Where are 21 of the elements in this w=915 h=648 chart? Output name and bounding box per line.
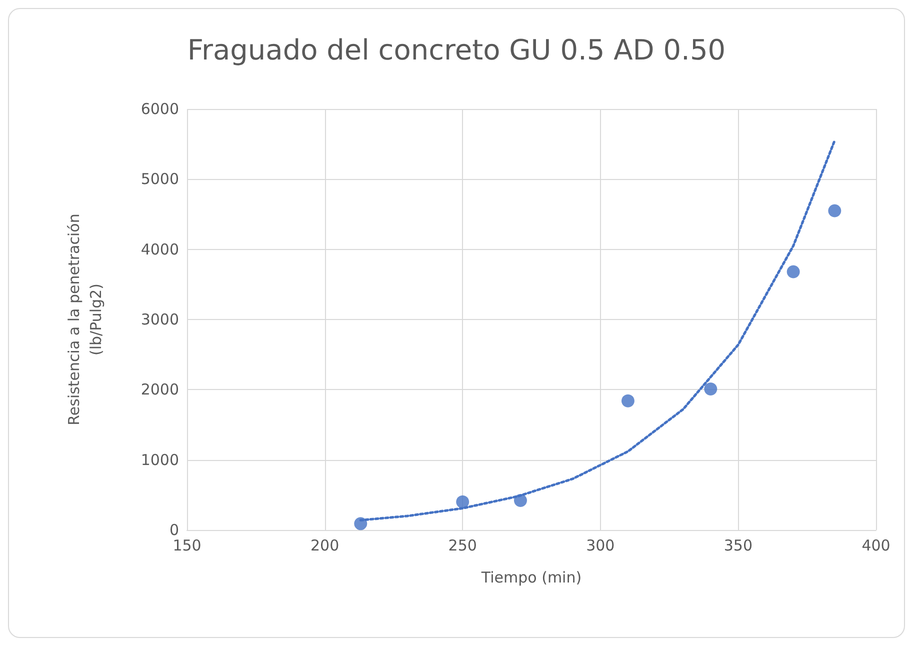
y-axis-title: Resistencia a la penetración (lb/Pulg2) <box>65 214 105 426</box>
x-tick-label: 150 <box>172 536 202 554</box>
point <box>456 495 470 508</box>
chart-title: Fraguado del concreto GU 0.5 AD 0.50 <box>187 34 726 66</box>
x-tick-label: 300 <box>586 536 615 554</box>
y-tick-label: 1000 <box>140 450 179 469</box>
y-tick-label: 5000 <box>140 170 179 188</box>
x-axis-title: Tiempo (min) <box>480 568 582 586</box>
point <box>704 382 718 396</box>
y-tick-label: 0 <box>169 521 179 539</box>
point <box>621 394 634 408</box>
y-tick-label: 2000 <box>140 380 179 399</box>
x-tick-label: 400 <box>862 536 890 554</box>
point <box>786 265 800 278</box>
x-tick-label: 250 <box>448 536 477 554</box>
point <box>828 204 842 218</box>
x-tick-label: 200 <box>310 536 340 554</box>
y-tick-label: 4000 <box>140 240 179 258</box>
x-tick-label: 350 <box>724 536 753 554</box>
y-tick-label: 6000 <box>140 100 179 118</box>
y-tick-label: 3000 <box>140 310 179 328</box>
